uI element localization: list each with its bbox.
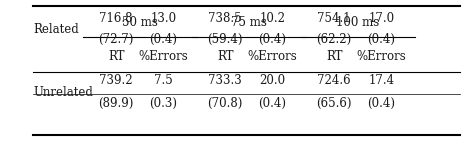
Text: RT: RT <box>108 50 124 63</box>
Text: RT: RT <box>217 50 233 63</box>
Text: %Errors: %Errors <box>357 50 406 63</box>
Text: 13.0: 13.0 <box>150 12 177 25</box>
Text: %Errors: %Errors <box>139 50 188 63</box>
Text: 754.1: 754.1 <box>318 12 351 25</box>
Text: 733.3: 733.3 <box>208 74 242 87</box>
Text: 75 ms: 75 ms <box>231 16 267 29</box>
Text: (0.4): (0.4) <box>367 33 396 46</box>
Text: 17.4: 17.4 <box>368 74 395 87</box>
Text: (65.6): (65.6) <box>317 97 352 110</box>
Text: 739.2: 739.2 <box>100 74 133 87</box>
Text: RT: RT <box>326 50 342 63</box>
Text: Unrelated: Unrelated <box>33 86 93 99</box>
Text: 50 ms: 50 ms <box>122 16 158 29</box>
Text: (0.4): (0.4) <box>367 97 396 110</box>
Text: %Errors: %Errors <box>248 50 297 63</box>
Text: (0.4): (0.4) <box>258 97 287 110</box>
Text: (59.4): (59.4) <box>208 33 243 46</box>
Text: (62.2): (62.2) <box>317 33 352 46</box>
Text: (0.4): (0.4) <box>258 33 287 46</box>
Text: (89.9): (89.9) <box>99 97 134 110</box>
Text: 716.8: 716.8 <box>100 12 133 25</box>
Text: 100 ms: 100 ms <box>336 16 380 29</box>
Text: (72.7): (72.7) <box>99 33 134 46</box>
Text: 20.0: 20.0 <box>259 74 286 87</box>
Text: 10.2: 10.2 <box>260 12 285 25</box>
Text: (0.4): (0.4) <box>149 33 178 46</box>
Text: Related: Related <box>33 23 79 36</box>
Text: (0.3): (0.3) <box>149 97 178 110</box>
Text: 7.5: 7.5 <box>154 74 173 87</box>
Text: 17.0: 17.0 <box>368 12 395 25</box>
Text: 724.6: 724.6 <box>318 74 351 87</box>
Text: (70.8): (70.8) <box>208 97 243 110</box>
Text: 738.5: 738.5 <box>209 12 242 25</box>
